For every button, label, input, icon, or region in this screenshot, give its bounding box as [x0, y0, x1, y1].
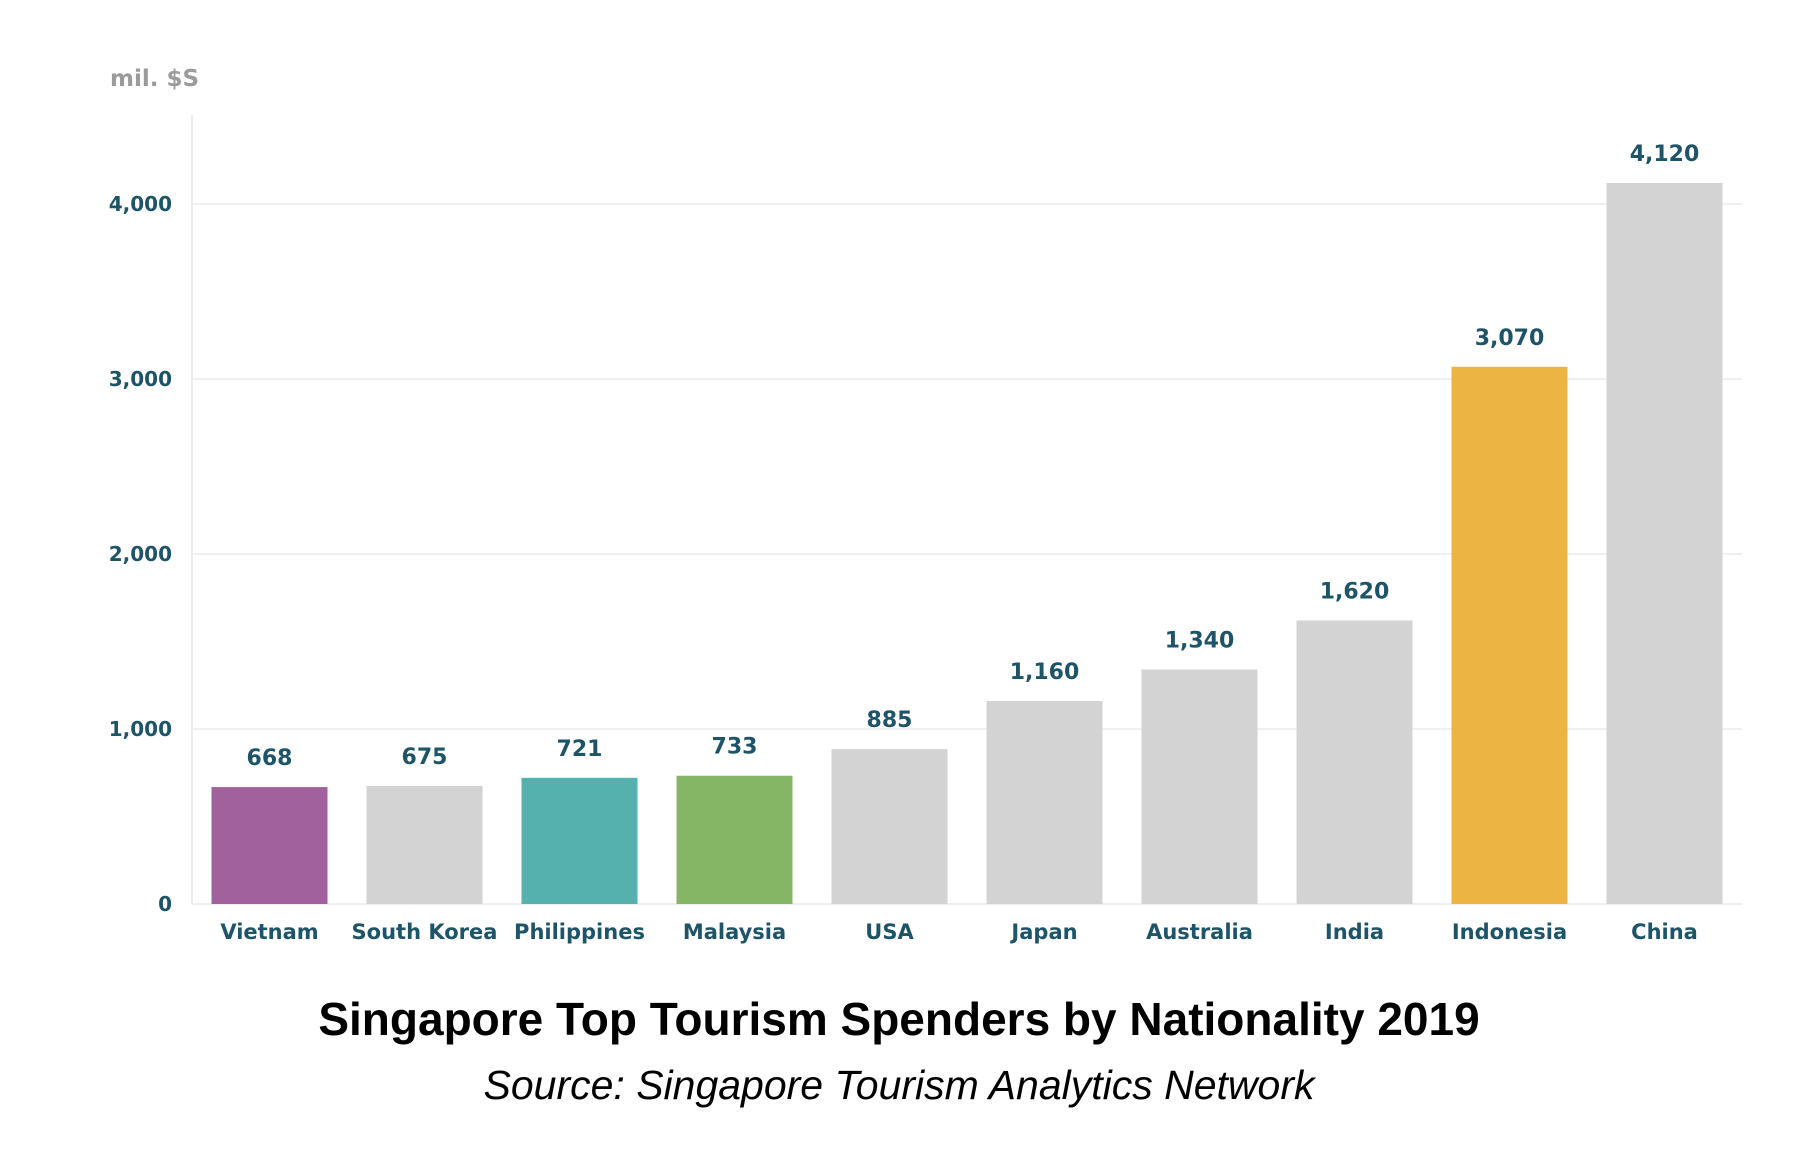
- x-tick-label: Vietnam: [220, 920, 318, 944]
- x-tick-label: South Korea: [352, 920, 498, 944]
- bar-australia: [1141, 669, 1258, 904]
- data-label: 675: [402, 745, 448, 770]
- y-axis-unit-label: mil. $S: [110, 66, 199, 92]
- bar-india: [1296, 620, 1413, 904]
- bar-vietnam: [211, 787, 328, 904]
- bar-south-korea: [366, 785, 483, 904]
- x-tick-label: Malaysia: [683, 920, 786, 944]
- chart-source: Source: Singapore Tourism Analytics Netw…: [483, 1062, 1315, 1108]
- data-label: 885: [867, 708, 913, 733]
- y-tick-label: 4,000: [109, 192, 172, 216]
- data-label: 1,340: [1165, 629, 1235, 654]
- data-label: 1,620: [1320, 580, 1390, 605]
- bars: [211, 183, 1723, 904]
- y-axis-ticks: 0 1,000 2,000 3,000 4,000: [109, 192, 172, 916]
- bar-chart: mil. $S 0 1,000 2,000 3,000 4,000 Vietnam Sou…: [109, 66, 1742, 944]
- data-label: 668: [247, 746, 293, 771]
- data-label: 4,120: [1630, 142, 1700, 167]
- data-labels: 668 675 721 733 885 1,160 1,340 1,620 3,070 4,120: [247, 142, 1700, 771]
- bar-japan: [986, 701, 1103, 904]
- y-tick-label: 2,000: [109, 542, 172, 566]
- data-label: 721: [557, 737, 603, 762]
- data-label: 1,160: [1010, 660, 1080, 685]
- x-tick-label: Australia: [1146, 920, 1253, 944]
- data-label: 3,070: [1475, 326, 1545, 351]
- chart-title: Singapore Top Tourism Spenders by Nation…: [318, 993, 1480, 1045]
- bar-philippines: [521, 777, 638, 904]
- y-tick-label: 3,000: [109, 367, 172, 391]
- y-tick-label: 0: [158, 892, 172, 916]
- x-tick-label: Japan: [1009, 920, 1077, 944]
- bar-indonesia: [1451, 366, 1568, 904]
- x-tick-label: Philippines: [514, 920, 645, 944]
- data-label: 733: [712, 735, 758, 760]
- x-tick-label: Indonesia: [1452, 920, 1567, 944]
- bar-china: [1606, 183, 1723, 904]
- y-tick-label: 1,000: [109, 717, 172, 741]
- x-tick-label: India: [1325, 920, 1384, 944]
- bar-malaysia: [676, 775, 793, 904]
- x-axis-ticks: Vietnam South Korea Philippines Malaysia USA…: [220, 920, 1698, 944]
- x-tick-label: China: [1631, 920, 1698, 944]
- x-tick-label: USA: [865, 920, 914, 944]
- bar-usa: [831, 749, 948, 904]
